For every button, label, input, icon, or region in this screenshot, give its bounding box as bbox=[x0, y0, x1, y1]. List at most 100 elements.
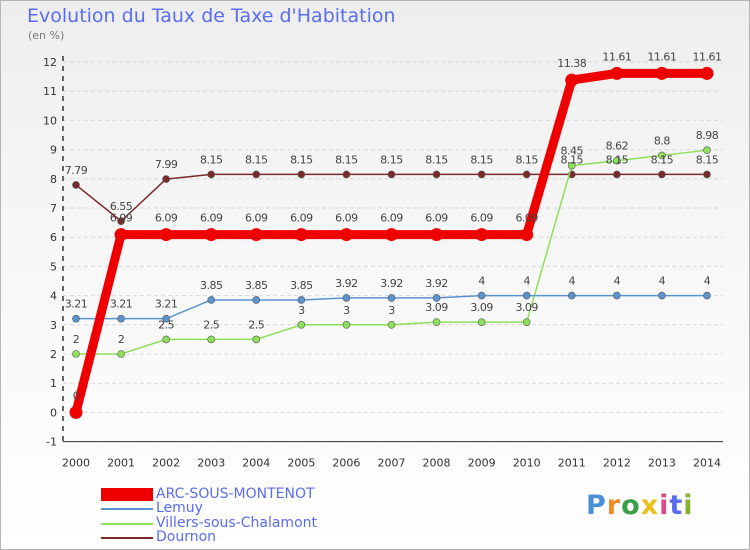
logo-letter: i bbox=[659, 490, 670, 521]
data-label-dournon: 8.15 bbox=[290, 153, 313, 166]
legend-label-villers-sous-chalamont: Villers-sous-Chalamont bbox=[156, 515, 317, 531]
data-label-villers-sous-chalamont: 3 bbox=[343, 304, 350, 317]
data-label-lemuy: 3.92 bbox=[380, 277, 403, 290]
y-tick-label: 7 bbox=[50, 202, 57, 215]
data-point-villers-sous-chalamont bbox=[658, 151, 666, 160]
data-label-dournon: 8.15 bbox=[651, 153, 674, 166]
data-label-lemuy: 3.21 bbox=[110, 298, 133, 311]
data-label-arc-sous-montenot: 11.61 bbox=[602, 50, 631, 63]
data-point-villers-sous-chalamont bbox=[477, 318, 486, 326]
y-tick-label: 10 bbox=[43, 114, 57, 127]
data-label-villers-sous-chalamont: 8.8 bbox=[654, 134, 670, 147]
data-point-lemuy bbox=[162, 314, 170, 323]
data-label-lemuy: 3.92 bbox=[425, 277, 448, 290]
data-label-dournon: 8.15 bbox=[380, 153, 403, 166]
data-point-lemuy bbox=[117, 314, 125, 323]
data-label-arc-sous-montenot: 0 bbox=[73, 389, 80, 402]
data-label-villers-sous-chalamont: 8.98 bbox=[696, 129, 719, 142]
x-tick-label: 2006 bbox=[332, 457, 360, 470]
data-point-arc-sous-montenot bbox=[520, 228, 534, 242]
series-line-arc-sous-montenot bbox=[71, 68, 712, 417]
data-point-villers-sous-chalamont bbox=[567, 161, 576, 170]
x-tick-label: 2014 bbox=[693, 457, 721, 470]
data-point-villers-sous-chalamont bbox=[297, 320, 306, 329]
data-point-villers-sous-chalamont bbox=[342, 320, 351, 329]
data-label-lemuy: 3.21 bbox=[65, 298, 88, 311]
data-point-dournon bbox=[703, 170, 711, 179]
data-label-villers-sous-chalamont: 8.45 bbox=[561, 145, 584, 158]
data-point-villers-sous-chalamont bbox=[162, 335, 170, 344]
data-point-arc-sous-montenot bbox=[339, 228, 353, 242]
data-point-villers-sous-chalamont bbox=[613, 156, 621, 165]
logo-letter: P bbox=[586, 490, 607, 521]
data-label-lemuy: 4 bbox=[659, 275, 666, 288]
legend-swatch-dournon bbox=[101, 537, 153, 539]
data-label-arc-sous-montenot: 11.61 bbox=[692, 50, 721, 63]
data-label-arc-sous-montenot: 6.09 bbox=[290, 212, 313, 225]
data-label-lemuy: 3.85 bbox=[200, 279, 223, 292]
data-label-villers-sous-chalamont: 3 bbox=[298, 304, 305, 317]
data-label-arc-sous-montenot: 6.09 bbox=[380, 212, 403, 225]
data-label-arc-sous-montenot: 6.09 bbox=[245, 212, 268, 225]
legend-label-dournon: Dournon bbox=[156, 529, 217, 545]
data-label-arc-sous-montenot: 6.09 bbox=[425, 212, 448, 225]
data-point-lemuy bbox=[342, 294, 351, 302]
data-point-lemuy bbox=[387, 294, 396, 302]
x-tick-label: 2001 bbox=[107, 457, 135, 470]
data-label-arc-sous-montenot: 6.09 bbox=[155, 212, 178, 225]
y-tick-label: 4 bbox=[50, 290, 57, 303]
data-point-lemuy bbox=[72, 314, 80, 323]
unit-label: (en %) bbox=[28, 29, 65, 42]
legend-label-arc-sous-montenot: ARC-SOUS-MONTENOT bbox=[156, 486, 315, 502]
legend-swatch-arc-sous-montenot bbox=[101, 488, 153, 501]
data-label-villers-sous-chalamont: 2 bbox=[73, 333, 80, 346]
legend-label-lemuy: Lemuy bbox=[156, 500, 203, 516]
data-label-villers-sous-chalamont: 2 bbox=[118, 333, 125, 346]
data-point-lemuy bbox=[432, 294, 441, 302]
x-tick-label: 2004 bbox=[242, 457, 270, 470]
data-point-arc-sous-montenot bbox=[475, 228, 489, 242]
y-tick-label: 9 bbox=[50, 144, 57, 157]
data-point-dournon bbox=[342, 170, 351, 179]
data-point-dournon bbox=[658, 170, 666, 179]
logo-letter: i bbox=[683, 490, 694, 521]
data-label-lemuy: 4 bbox=[614, 275, 621, 288]
data-point-arc-sous-montenot bbox=[159, 228, 173, 242]
data-point-villers-sous-chalamont bbox=[207, 335, 216, 344]
data-point-lemuy bbox=[207, 296, 216, 304]
data-label-dournon: 6.55 bbox=[110, 200, 133, 213]
data-point-arc-sous-montenot bbox=[294, 228, 308, 242]
y-tick-label: 6 bbox=[50, 231, 57, 244]
data-point-villers-sous-chalamont bbox=[387, 320, 396, 329]
y-tick-label: 8 bbox=[50, 173, 57, 186]
data-point-dournon bbox=[207, 170, 216, 179]
data-label-villers-sous-chalamont: 2.5 bbox=[203, 318, 219, 331]
data-label-lemuy: 3.21 bbox=[155, 298, 178, 311]
data-point-dournon bbox=[387, 170, 396, 179]
x-tick-label: 2007 bbox=[377, 457, 405, 470]
data-point-lemuy bbox=[613, 291, 621, 300]
proxiti-logo: Proxiti bbox=[586, 490, 694, 521]
data-label-villers-sous-chalamont: 2.5 bbox=[158, 318, 174, 331]
data-point-arc-sous-montenot bbox=[430, 228, 444, 242]
data-point-lemuy bbox=[658, 291, 666, 300]
data-point-dournon bbox=[522, 170, 531, 179]
data-label-villers-sous-chalamont: 8.62 bbox=[606, 140, 629, 153]
x-tick-label: 2012 bbox=[603, 457, 631, 470]
data-label-dournon: 8.15 bbox=[335, 153, 358, 166]
y-tick-label: -1 bbox=[46, 436, 57, 449]
data-label-dournon: 8.15 bbox=[470, 153, 493, 166]
data-label-dournon: 8.15 bbox=[696, 153, 719, 166]
data-label-villers-sous-chalamont: 2.5 bbox=[248, 318, 264, 331]
logo-letter: x bbox=[640, 490, 660, 521]
data-label-lemuy: 4 bbox=[478, 275, 485, 288]
y-tick-label: 11 bbox=[43, 85, 57, 98]
x-tick-label: 2005 bbox=[287, 457, 315, 470]
data-point-arc-sous-montenot bbox=[565, 73, 579, 87]
data-point-lemuy bbox=[252, 296, 261, 304]
data-point-arc-sous-montenot bbox=[610, 66, 624, 80]
data-label-arc-sous-montenot: 6.09 bbox=[335, 212, 358, 225]
data-label-dournon: 8.15 bbox=[606, 153, 629, 166]
